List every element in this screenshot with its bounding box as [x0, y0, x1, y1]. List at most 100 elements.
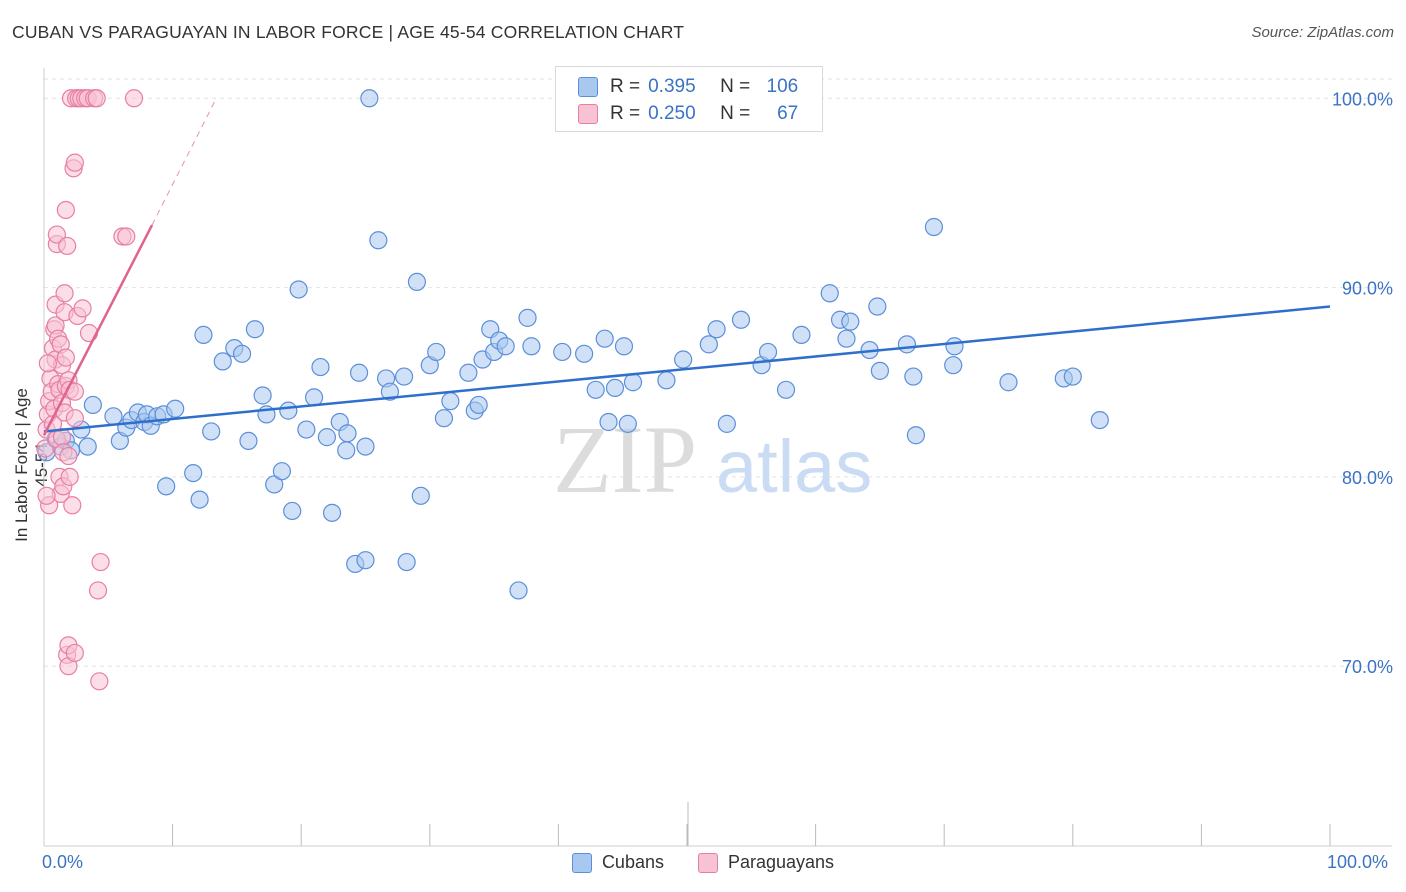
n-value: 67: [777, 103, 799, 124]
y-tick-label: 70.0%: [1342, 657, 1393, 677]
cuban-point: [253, 386, 272, 405]
cuban-point: [575, 344, 594, 363]
trendlines: [42, 98, 1331, 436]
paraguayan-point: [73, 299, 92, 318]
cuban-point: [599, 412, 618, 432]
cubans-legend-swatch: [571, 852, 592, 873]
paraguayans-trendline-extension: [151, 98, 217, 226]
cuban-point: [758, 342, 778, 362]
y-tick-label: 80.0%: [1342, 468, 1393, 488]
legend-row-paraguayans: R = 0.250 N = 67: [578, 102, 798, 126]
cuban-point: [945, 337, 964, 356]
cuban-point: [245, 320, 265, 339]
cuban-point: [394, 367, 414, 386]
cuban-point: [356, 437, 375, 456]
cuban-point: [904, 367, 923, 386]
cuban-point: [356, 551, 375, 570]
cuban-point: [837, 329, 856, 348]
chart-title: CUBAN VS PARAGUAYAN IN LABOR FORCE | AGE…: [12, 22, 685, 42]
paraguayan-point: [59, 446, 78, 466]
paraguayan-point: [37, 486, 56, 505]
cuban-point: [311, 357, 330, 377]
paraguayan-point: [38, 354, 57, 373]
paraguayan-point: [88, 581, 108, 600]
y-tick-label: 100.0%: [1332, 89, 1393, 109]
cuban-point: [190, 490, 209, 509]
cuban-point: [83, 395, 102, 415]
n-label: N =: [720, 76, 751, 97]
paraguayan-point: [65, 409, 84, 428]
cuban-point: [509, 581, 528, 600]
paraguayan-point: [117, 227, 136, 246]
paraguayan-point: [90, 672, 109, 691]
cuban-point: [674, 350, 693, 369]
cuban-point: [707, 320, 726, 339]
cuban-point: [841, 312, 860, 331]
cuban-point: [595, 329, 614, 348]
cuban-point: [360, 89, 379, 108]
cuban-point: [441, 392, 460, 411]
cuban-point: [157, 477, 176, 496]
cuban-point: [605, 378, 625, 398]
cuban-point: [184, 463, 203, 483]
cuban-point: [289, 280, 308, 299]
x-tick-max: 100.0%: [1327, 852, 1389, 872]
cubans-legend-label: Cubans: [601, 852, 664, 872]
cubans-points: [37, 89, 1109, 600]
cuban-point: [202, 422, 221, 441]
cuban-point: [380, 382, 400, 401]
watermark: ZIP atlas: [553, 406, 872, 513]
paraguayans-legend-label: Paraguayans: [727, 852, 835, 872]
r-value: 0.250: [648, 103, 696, 124]
cuban-point: [322, 503, 342, 522]
stats-legend: R = 0.395 N = 106 R = 0.250 N = 67: [555, 66, 823, 132]
paraguayan-point: [58, 236, 77, 256]
cuban-point: [459, 363, 478, 382]
cuban-point: [78, 437, 97, 456]
paraguayans-trendline: [42, 224, 154, 436]
cuban-point: [434, 409, 454, 428]
cuban-point: [614, 337, 634, 356]
cuban-point: [304, 388, 324, 407]
cuban-point: [518, 308, 537, 327]
cuban-point: [496, 337, 515, 356]
cuban-point: [411, 486, 430, 505]
cuban-point: [717, 414, 736, 433]
paraguayan-point: [87, 89, 106, 108]
paraguayan-point: [79, 323, 99, 343]
legend-row-cubans: R = 0.395 N = 106: [578, 75, 798, 99]
cuban-point: [586, 380, 605, 399]
cuban-point: [868, 297, 887, 316]
cuban-point: [870, 361, 890, 380]
cuban-point: [897, 335, 917, 354]
cuban-point: [369, 231, 388, 250]
cuban-point: [924, 217, 944, 237]
paraguayan-point: [63, 496, 82, 515]
cuban-point: [999, 373, 1018, 392]
cuban-point: [792, 325, 811, 345]
cuban-point: [657, 371, 676, 390]
cuban-point: [427, 342, 446, 362]
cuban-point: [1063, 367, 1082, 386]
y-tick-labels: 100.0% 90.0% 80.0% 70.0%: [1332, 89, 1393, 677]
cuban-point: [338, 424, 357, 443]
paraguayan-point: [124, 89, 144, 108]
source-label: Source: ZipAtlas.com: [1251, 24, 1394, 41]
watermark-atlas: atlas: [716, 425, 872, 508]
cuban-point: [776, 380, 796, 399]
paraguayan-point: [56, 348, 75, 367]
n-value: 106: [766, 76, 799, 97]
paraguayan-point: [56, 200, 75, 220]
paraguayan-point: [65, 153, 84, 172]
paraguayans-swatch: [578, 104, 598, 124]
cuban-point: [239, 431, 258, 451]
cuban-point: [731, 310, 751, 329]
cuban-point: [297, 420, 316, 439]
x-tick-min: 0.0%: [42, 852, 84, 872]
gridlines: [44, 78, 1392, 667]
cuban-point: [279, 401, 298, 420]
cuban-point: [283, 501, 302, 521]
cuban-point: [166, 399, 185, 418]
paraguayan-point: [55, 284, 74, 303]
cuban-point: [906, 426, 926, 445]
